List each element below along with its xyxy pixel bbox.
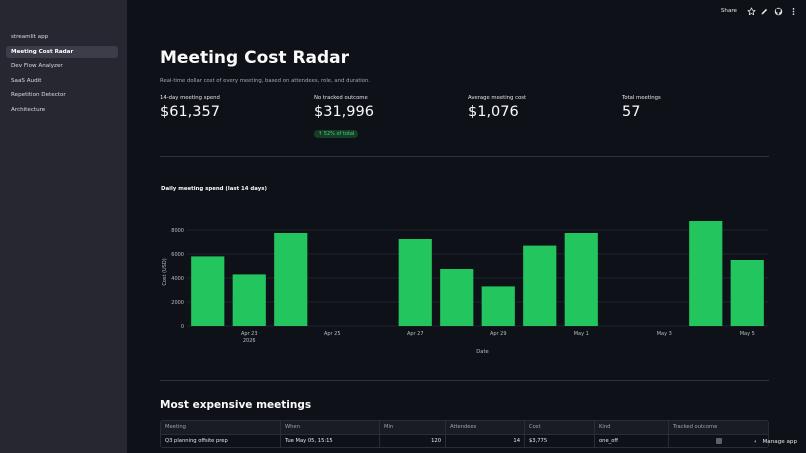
metric-delta-badge: ↑ 52% of total [314, 130, 359, 138]
table-row[interactable]: Q3 planning offsite prep Tue May 05, 15:… [161, 434, 768, 447]
column-header-kind[interactable]: Kind [595, 421, 669, 434]
cell-tracked-outcome [669, 435, 768, 447]
bar-apr-23 [232, 274, 266, 326]
bar-apr-30 [523, 245, 557, 326]
x-tick-label: Apr 23 [241, 331, 258, 337]
page-title: Meeting Cost Radar [160, 48, 350, 68]
more-icon[interactable] [789, 7, 798, 16]
cell-attendees: 14 [446, 435, 525, 447]
bar-apr-27 [398, 239, 432, 326]
x-tick-label: May 5 [740, 331, 755, 337]
sidebar-item-dev-flow-analyzer[interactable]: Dev Flow Analyzer [11, 63, 63, 69]
chart-title: Daily meeting spend (last 14 days) [161, 186, 267, 192]
bar-may-1 [564, 233, 598, 326]
section-title: Most expensive meetings [160, 399, 312, 411]
metric-value: $31,996 [314, 104, 374, 120]
metric-average-cost: Average meeting cost $1,076 [468, 95, 526, 120]
sidebar-item-saas-audit[interactable]: SaaS Audit [11, 77, 42, 84]
sidebar-item-repetition-detector[interactable]: Repetition Detector [11, 92, 66, 98]
x-tick-sublabel: 2026 [243, 338, 256, 344]
column-header-cost[interactable]: Cost [525, 421, 595, 434]
metric-value: $1,076 [468, 104, 519, 120]
page-subtitle: Real-time dollar cost of every meeting, … [160, 78, 371, 84]
bar-apr-28 [440, 269, 474, 326]
manage-app-button[interactable]: ‹ Manage app [754, 439, 797, 445]
y-tick-label: 6000 [171, 252, 184, 258]
sidebar-nav: streamlit app Meeting Cost Radar Dev Flo… [6, 31, 118, 118]
bar-may-5 [730, 260, 764, 326]
cell-min: 120 [380, 435, 446, 447]
column-header-tracked-outcome[interactable]: Tracked outcome [673, 424, 718, 430]
manage-app-label: Manage app [762, 439, 797, 445]
cell-when: Tue May 05, 15:15 [281, 435, 380, 447]
sidebar: streamlit app Meeting Cost Radar Dev Flo… [0, 0, 127, 453]
x-tick-label: Apr 25 [324, 331, 341, 337]
divider [160, 156, 769, 157]
column-header-when[interactable]: When [281, 421, 380, 434]
x-tick-label: Apr 29 [490, 331, 507, 337]
app-header: Share [127, 0, 806, 24]
cell-cost: $3,775 [525, 435, 595, 447]
sidebar-item-meeting-cost-radar[interactable]: Meeting Cost Radar [6, 45, 118, 58]
metric-label: Total meetings [622, 95, 661, 101]
star-icon[interactable] [747, 7, 756, 16]
bar-apr-24 [274, 233, 308, 326]
y-tick-label: 0 [181, 324, 184, 330]
github-icon[interactable] [774, 7, 783, 16]
metric-total-spend: 14-day meeting spend $61,357 [160, 95, 220, 120]
metric-label: No tracked outcome [314, 95, 368, 101]
column-header-attendees[interactable]: Attendees [446, 421, 525, 434]
bar-may-4 [689, 221, 723, 326]
sidebar-item-architecture[interactable]: Architecture [11, 106, 46, 113]
x-tick-label: May 1 [574, 331, 589, 337]
cell-kind: one_off [595, 435, 669, 447]
tracked-outcome-checkbox[interactable] [715, 438, 722, 444]
column-header-min[interactable]: Min [380, 421, 446, 434]
x-axis-label: Date [476, 349, 488, 355]
y-tick-label: 8000 [171, 228, 184, 234]
bar-apr-29 [481, 286, 515, 326]
edit-icon[interactable] [760, 7, 769, 16]
metric-label: 14-day meeting spend [160, 95, 220, 101]
table-header-row: Meeting When Min Attendees Cost Kind Tra… [161, 421, 768, 434]
metric-no-tracked-outcome: No tracked outcome $31,996 ↑ 52% of tota… [314, 95, 374, 139]
metric-label: Average meeting cost [468, 95, 527, 101]
expensive-meetings-table: Meeting When Min Attendees Cost Kind Tra… [160, 420, 769, 448]
divider [160, 380, 769, 381]
metric-value: 57 [622, 104, 641, 120]
bar-apr-22 [191, 256, 225, 326]
sidebar-item-streamlit-app[interactable]: streamlit app [11, 34, 49, 40]
main-content: Meeting Cost Radar Real-time dollar cost… [160, 0, 770, 453]
metric-total-meetings: Total meetings 57 [622, 95, 661, 120]
chevron-left-icon: ‹ [754, 439, 757, 445]
column-header-meeting[interactable]: Meeting [161, 421, 281, 434]
metric-value: $61,357 [160, 104, 220, 120]
y-axis-label: Cost (USD) [162, 258, 168, 285]
x-tick-label: May 3 [657, 331, 672, 337]
y-tick-label: 2000 [171, 300, 184, 306]
y-tick-label: 4000 [171, 276, 184, 282]
x-tick-label: Apr 27 [407, 331, 424, 337]
share-button[interactable]: Share [720, 8, 737, 14]
cell-meeting: Q3 planning offsite prep [161, 435, 281, 447]
